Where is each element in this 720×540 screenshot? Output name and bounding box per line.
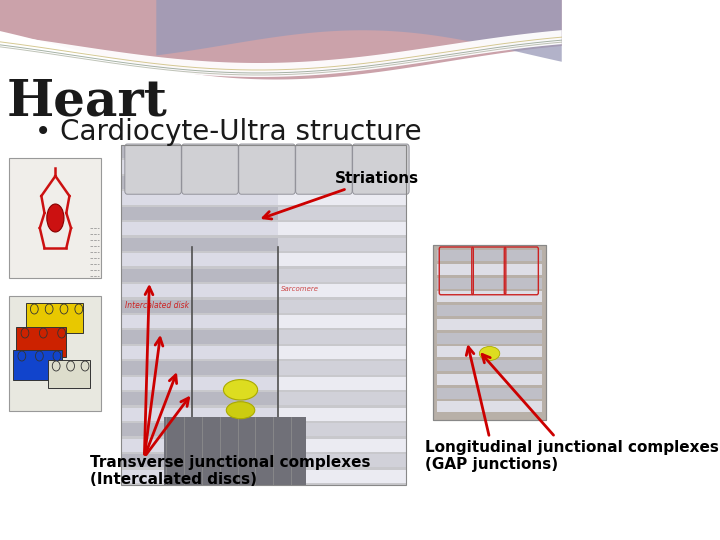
Circle shape: [21, 328, 29, 338]
Bar: [121, 160, 277, 173]
FancyBboxPatch shape: [17, 327, 66, 357]
FancyBboxPatch shape: [353, 144, 409, 194]
FancyBboxPatch shape: [296, 144, 352, 194]
Bar: [121, 145, 405, 485]
Text: Longitudinal junctional complexes
(GAP junctions): Longitudinal junctional complexes (GAP j…: [426, 354, 719, 472]
Bar: [277, 315, 405, 328]
FancyBboxPatch shape: [181, 144, 238, 194]
Bar: [163, 417, 306, 485]
Bar: [277, 361, 405, 375]
Bar: [277, 268, 405, 282]
Text: • Cardiocyte-Ultra structure: • Cardiocyte-Ultra structure: [35, 118, 422, 146]
Bar: [277, 160, 405, 173]
Bar: [433, 245, 546, 420]
Bar: [437, 388, 542, 399]
Bar: [437, 291, 542, 302]
Bar: [437, 346, 542, 357]
Polygon shape: [0, 30, 562, 77]
Bar: [433, 245, 546, 420]
Bar: [121, 222, 277, 235]
Circle shape: [45, 304, 53, 314]
Bar: [121, 392, 277, 406]
Bar: [437, 305, 542, 316]
Bar: [437, 250, 542, 261]
Bar: [121, 361, 277, 375]
Bar: [437, 333, 542, 343]
FancyBboxPatch shape: [13, 350, 62, 380]
Bar: [121, 330, 277, 343]
Bar: [121, 176, 277, 189]
Bar: [277, 346, 405, 359]
Polygon shape: [156, 0, 562, 62]
FancyBboxPatch shape: [48, 360, 90, 388]
Bar: [121, 238, 277, 251]
Bar: [277, 408, 405, 421]
Bar: [121, 454, 277, 467]
Bar: [277, 145, 405, 158]
Bar: [277, 438, 405, 452]
Bar: [277, 191, 405, 205]
Circle shape: [81, 361, 89, 371]
Text: Heart: Heart: [6, 78, 167, 127]
Bar: [121, 145, 405, 485]
Bar: [277, 392, 405, 406]
Circle shape: [58, 328, 66, 338]
Bar: [277, 330, 405, 343]
Bar: [437, 264, 542, 275]
Text: Transverse junctional complexes
(Intercalated discs): Transverse junctional complexes (Interca…: [90, 455, 370, 488]
Bar: [121, 408, 277, 421]
Bar: [437, 401, 542, 412]
Circle shape: [35, 351, 43, 361]
Circle shape: [30, 304, 38, 314]
Bar: [437, 360, 542, 371]
Circle shape: [53, 361, 60, 371]
Bar: [277, 222, 405, 235]
Ellipse shape: [47, 204, 64, 232]
Text: Striations: Striations: [264, 171, 418, 219]
Bar: [121, 315, 277, 328]
Ellipse shape: [480, 347, 500, 361]
Circle shape: [53, 351, 61, 361]
Bar: [121, 470, 277, 483]
Bar: [121, 300, 277, 313]
Bar: [9, 296, 102, 411]
Bar: [437, 319, 542, 330]
Polygon shape: [0, 0, 562, 79]
Bar: [277, 253, 405, 266]
Ellipse shape: [226, 402, 255, 418]
Bar: [277, 454, 405, 467]
Bar: [121, 268, 277, 282]
Circle shape: [40, 328, 48, 338]
FancyBboxPatch shape: [125, 144, 181, 194]
Text: Sarcomere: Sarcomere: [281, 286, 319, 292]
Bar: [121, 423, 277, 436]
Bar: [121, 377, 277, 390]
Bar: [121, 191, 277, 205]
Circle shape: [18, 351, 26, 361]
Bar: [277, 377, 405, 390]
Bar: [437, 278, 542, 288]
Bar: [277, 238, 405, 251]
Text: Intercalated disk: Intercalated disk: [125, 301, 189, 310]
Bar: [437, 374, 542, 384]
Bar: [121, 145, 277, 158]
Bar: [277, 176, 405, 189]
Bar: [277, 207, 405, 220]
Bar: [277, 284, 405, 297]
Bar: [121, 438, 277, 452]
Circle shape: [60, 304, 68, 314]
Bar: [121, 207, 277, 220]
FancyBboxPatch shape: [26, 303, 84, 333]
Bar: [277, 470, 405, 483]
Ellipse shape: [223, 380, 258, 400]
Bar: [121, 253, 277, 266]
Circle shape: [75, 304, 83, 314]
Bar: [277, 300, 405, 313]
Circle shape: [67, 361, 74, 371]
Bar: [121, 346, 277, 359]
Bar: [277, 423, 405, 436]
Bar: [121, 284, 277, 297]
Bar: [9, 158, 102, 278]
FancyBboxPatch shape: [239, 144, 295, 194]
